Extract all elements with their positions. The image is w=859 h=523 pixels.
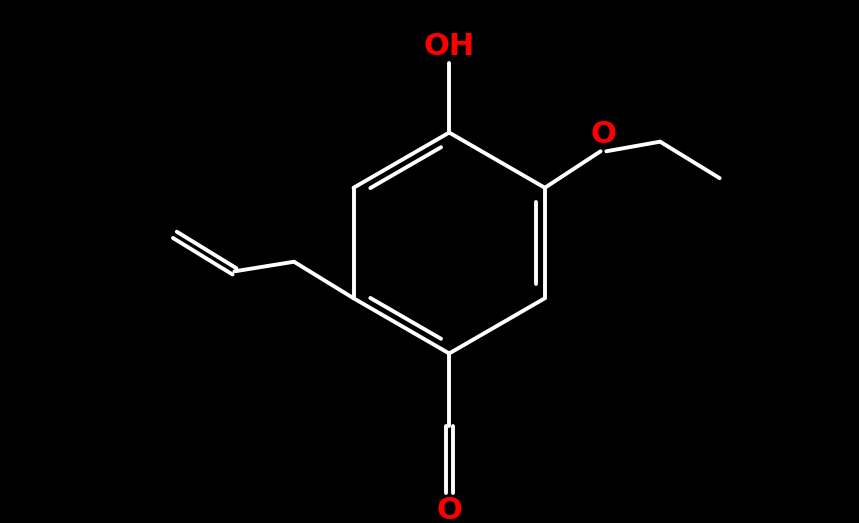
Text: OH: OH bbox=[423, 31, 475, 61]
Text: O: O bbox=[436, 495, 462, 523]
Text: O: O bbox=[590, 120, 617, 150]
